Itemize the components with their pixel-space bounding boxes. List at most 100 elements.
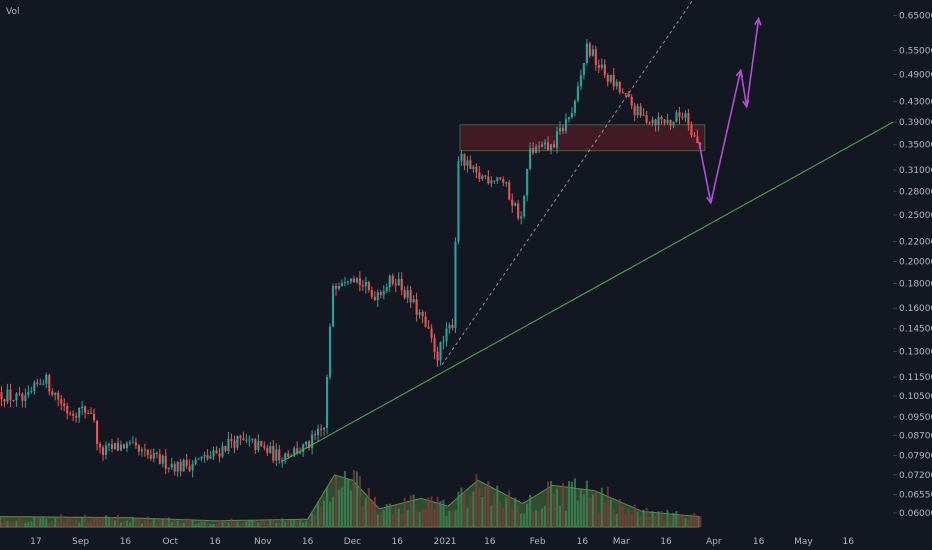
candle-body	[152, 452, 155, 459]
volume-bar	[93, 517, 96, 527]
candle-body	[558, 127, 562, 132]
candle-body	[490, 180, 493, 184]
volume-bar	[6, 521, 9, 527]
candle-body	[188, 466, 191, 471]
volume-bar	[352, 470, 355, 527]
candle-body	[535, 146, 538, 153]
volume-bar	[131, 517, 134, 527]
volume-bar	[460, 487, 463, 527]
volume-bar	[317, 501, 320, 527]
candle-body	[481, 175, 484, 180]
volume-bar	[690, 514, 693, 527]
resistance-zone[interactable]	[459, 124, 706, 152]
volume-bar	[481, 496, 484, 527]
volume-bar	[87, 522, 90, 527]
candle-body	[30, 390, 33, 392]
candle-body	[320, 428, 323, 430]
candle-body	[107, 444, 111, 446]
volume-bar	[415, 510, 418, 527]
x-tick-label: Oct	[162, 537, 178, 547]
volume-bar	[302, 522, 305, 527]
candle-body	[337, 285, 341, 289]
volume-bar	[358, 475, 361, 527]
volume-bar	[603, 502, 606, 527]
x-tick-label: 16	[484, 537, 496, 547]
projection-arrow[interactable]	[698, 141, 712, 203]
volume-bar	[0, 522, 3, 527]
volume-bar	[323, 500, 326, 527]
projection-arrow[interactable]	[745, 18, 760, 107]
candle-body	[439, 342, 442, 361]
candle-body	[496, 177, 499, 181]
candle-body	[385, 287, 388, 291]
volume-bar	[546, 481, 550, 527]
candle-body	[9, 389, 12, 401]
volume-bar	[140, 523, 143, 527]
volume-bar	[57, 521, 60, 527]
candle-body	[239, 435, 242, 439]
volume-bar	[251, 520, 254, 527]
candle-body	[84, 406, 87, 413]
volume-bar	[442, 499, 445, 527]
volume-bar	[224, 520, 227, 527]
candle-body	[182, 459, 185, 472]
candle-body	[651, 119, 654, 124]
y-axis-panel	[893, 0, 932, 550]
x-tick-label: Feb	[530, 537, 546, 547]
candle-body	[546, 142, 550, 151]
volume-bar	[257, 522, 260, 527]
volume-bar	[630, 514, 633, 527]
x-tick-label: 16	[391, 537, 403, 547]
projection-arrow[interactable]	[710, 70, 742, 203]
candle-body	[104, 445, 108, 455]
candle-body	[96, 420, 99, 444]
candle-body	[466, 160, 469, 166]
volume-bar	[81, 517, 84, 527]
candle-body	[155, 452, 158, 455]
candle-body	[552, 144, 556, 148]
volume-bar	[182, 522, 185, 527]
volume-bar	[69, 517, 72, 527]
dashed-trendline[interactable]	[441, 0, 694, 366]
volume-bar	[475, 474, 478, 527]
candle-body	[81, 406, 84, 408]
candle-body	[379, 292, 382, 295]
candle-body	[6, 389, 9, 402]
candle-body	[582, 62, 585, 76]
volume-bar	[508, 490, 511, 527]
volume-bar	[328, 502, 332, 527]
candle-body	[436, 351, 439, 361]
projection-arrow[interactable]	[739, 70, 748, 107]
candle-body	[451, 324, 454, 328]
volume-label: Vol	[6, 7, 19, 17]
volume-bar	[645, 507, 648, 527]
volume-bar	[206, 523, 209, 527]
trendlines-layer	[280, 0, 894, 463]
candle-body	[529, 148, 532, 169]
volume-bar	[538, 511, 541, 527]
candle-body	[170, 463, 173, 468]
support-trendline[interactable]	[280, 121, 894, 463]
volume-bar	[63, 521, 66, 527]
candle-body	[331, 286, 335, 327]
candle-body	[600, 64, 603, 68]
volume-bar	[266, 523, 269, 527]
volume-bar	[699, 516, 702, 527]
candle-body	[564, 119, 568, 132]
volume-bar	[529, 494, 532, 527]
volume-bar	[45, 518, 48, 527]
volume-bar	[511, 509, 514, 527]
volume-bar	[520, 513, 523, 527]
candle-body	[499, 177, 502, 180]
volume-bar	[573, 478, 576, 527]
volume-bar	[585, 480, 588, 527]
candle-body	[263, 445, 266, 448]
volume-bar	[161, 518, 164, 527]
